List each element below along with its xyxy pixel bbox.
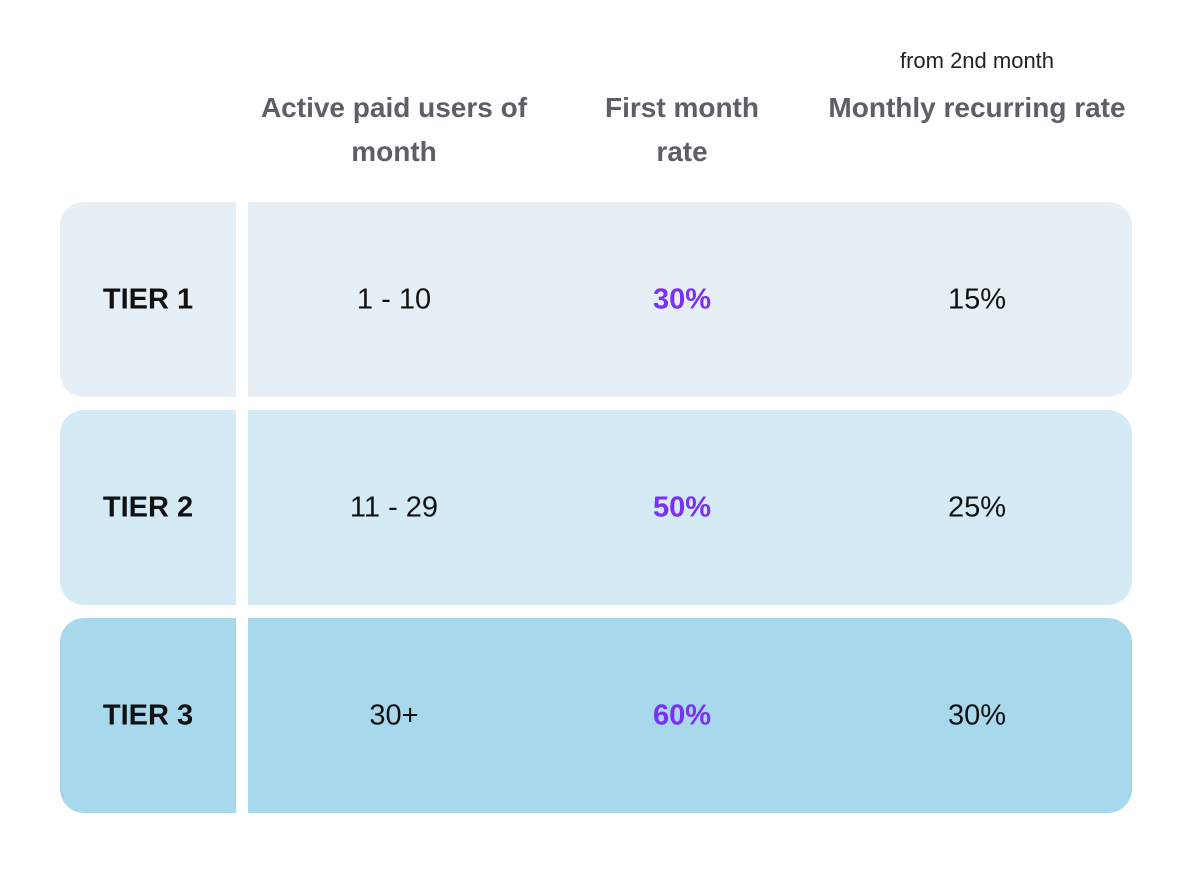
- tier-cell: [60, 410, 236, 605]
- row-cell: [248, 410, 1132, 605]
- column-header: Monthly recurring rate: [828, 92, 1126, 123]
- tier-label: TIER 1: [102, 283, 194, 316]
- row-cell: [248, 202, 1132, 397]
- recurring-rate: 15%: [947, 283, 1007, 316]
- row-cell: [248, 618, 1132, 813]
- tier-cell: [60, 618, 236, 813]
- tier-label: TIER 3: [102, 699, 194, 732]
- column-note: from 2nd month: [899, 48, 1055, 73]
- first-month-rate: 60%: [652, 699, 712, 732]
- user-range: 11 - 29: [349, 491, 439, 524]
- tier-cell: [60, 202, 236, 397]
- user-range: 1 - 10: [356, 283, 432, 316]
- recurring-rate: 30%: [947, 699, 1007, 732]
- recurring-rate: 25%: [947, 491, 1007, 524]
- column-header: Active paid users of month: [260, 92, 528, 167]
- tier-label: TIER 2: [102, 491, 194, 524]
- user-range: 30+: [369, 699, 419, 732]
- first-month-rate: 30%: [652, 283, 712, 316]
- column-header: First month rate: [605, 92, 759, 167]
- first-month-rate: 50%: [652, 491, 712, 524]
